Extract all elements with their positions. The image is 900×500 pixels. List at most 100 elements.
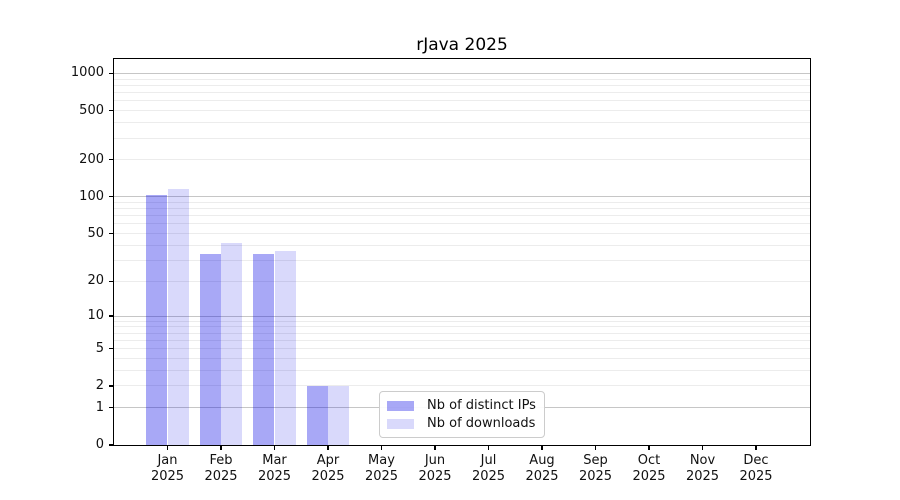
y-tick-label: 1 (95, 399, 104, 415)
x-tick-label: Sep 2025 (564, 453, 628, 485)
bar-distinct-ips (146, 194, 168, 445)
x-tick-label-month: Jun (424, 453, 446, 468)
x-tick-label: Jul 2025 (457, 453, 521, 485)
y-tick-mark (109, 385, 113, 387)
y-tick-mark (109, 315, 113, 317)
x-tick-mark (701, 446, 704, 450)
x-axis-bottom-spine (112, 445, 811, 447)
x-tick-label-year: 2025 (685, 469, 720, 484)
y-tick-label: 20 (87, 273, 104, 289)
x-tick-label-year: 2025 (311, 469, 345, 484)
y-axis-left-spine (112, 57, 114, 447)
legend-label-downloads: Nb of downloads (427, 416, 536, 431)
legend-swatch-downloads-icon (387, 418, 414, 429)
legend-item-downloads: Nb of downloads (387, 416, 538, 431)
x-tick-label-month: Nov (689, 453, 716, 468)
x-tick-label: Jan 2025 (136, 453, 200, 485)
major-gridline (114, 72, 810, 74)
x-tick-label-month: Jul (480, 453, 497, 468)
minor-gridline (114, 233, 810, 235)
minor-gridline (114, 369, 810, 371)
x-tick-mark (166, 446, 169, 450)
bar-distinct-ips (253, 253, 275, 445)
x-tick-label: Nov 2025 (671, 453, 735, 485)
y-tick-mark (109, 72, 113, 75)
x-tick-label-month: Aug (529, 453, 555, 468)
x-tick-label: Mar 2025 (243, 453, 307, 485)
minor-gridline (114, 92, 810, 94)
x-tick-mark (327, 446, 329, 450)
bar-downloads (274, 250, 296, 445)
minor-gridline (114, 137, 810, 139)
minor-gridline (114, 332, 810, 334)
minor-gridline (114, 84, 810, 86)
y-tick-mark (109, 110, 113, 112)
x-tick-label: Jun 2025 (403, 453, 467, 485)
major-gridline (114, 196, 810, 198)
y-tick-label: 0 (95, 437, 104, 452)
x-tick-label-year: 2025 (525, 469, 559, 484)
minor-gridline (114, 339, 810, 341)
x-tick-mark (541, 446, 543, 450)
y-tick-mark (109, 348, 113, 350)
minor-gridline (114, 320, 810, 322)
y-tick-mark (109, 407, 113, 409)
y-tick-mark (109, 444, 113, 446)
minor-gridline (114, 215, 810, 217)
x-tick-label-month: Dec (743, 453, 769, 468)
y-tick-label: 50 (87, 225, 104, 241)
legend-label-distinct-ips: Nb of distinct IPs (427, 398, 536, 413)
x-tick-mark (594, 446, 597, 450)
x-tick-mark (648, 446, 650, 450)
y-tick-mark (109, 196, 113, 198)
x-tick-mark (273, 446, 276, 450)
x-tick-label-month: May (368, 453, 395, 468)
x-tick-label: Aug 2025 (510, 453, 574, 485)
minor-gridline (114, 100, 810, 102)
x-tick-label-year: 2025 (204, 469, 238, 484)
minor-gridline (114, 244, 810, 246)
x-tick-label-month: Sep (583, 453, 608, 468)
minor-gridline (114, 208, 810, 210)
x-tick-label-year: 2025 (471, 469, 506, 484)
y-tick-mark (109, 232, 113, 235)
legend-swatch-distinct-ips-icon (387, 400, 414, 411)
y-tick-label: 5 (95, 340, 104, 356)
y-tick-label: 100 (79, 188, 104, 204)
x-tick-mark (434, 446, 436, 450)
x-tick-label-year: 2025 (739, 469, 773, 484)
minor-gridline (114, 385, 810, 387)
x-tick-label: Dec 2025 (724, 453, 788, 485)
major-gridline (114, 315, 810, 317)
x-tick-mark (487, 446, 490, 450)
y-tick-label: 500 (79, 102, 104, 118)
x-tick-label-year: 2025 (364, 469, 399, 484)
x-tick-label: Apr 2025 (296, 453, 360, 485)
y-tick-label: 200 (79, 151, 104, 167)
x-tick-label-year: 2025 (418, 469, 452, 484)
bar-downloads (221, 242, 243, 445)
x-tick-mark (755, 446, 757, 450)
x-tick-label: May 2025 (350, 453, 414, 485)
x-tick-mark (380, 446, 383, 450)
minor-gridline (114, 159, 810, 161)
y-tick-label: 2 (95, 377, 104, 393)
x-tick-mark (220, 446, 222, 450)
minor-gridline (114, 78, 810, 80)
minor-gridline (114, 201, 810, 203)
minor-gridline (114, 259, 810, 261)
x-tick-label-month: Apr (316, 453, 340, 468)
minor-gridline (114, 326, 810, 328)
x-tick-label-year: 2025 (578, 469, 613, 484)
legend-item-distinct-ips: Nb of distinct IPs (387, 398, 538, 413)
x-tick-label-year: 2025 (632, 469, 666, 484)
top-spine (112, 57, 811, 59)
x-tick-label-month: Jan (157, 453, 178, 468)
minor-gridline (114, 348, 810, 350)
right-spine (809, 57, 811, 447)
y-tick-label: 10 (87, 308, 104, 324)
y-tick-mark (109, 159, 113, 161)
minor-gridline (114, 223, 810, 225)
bar-distinct-ips (306, 385, 328, 445)
